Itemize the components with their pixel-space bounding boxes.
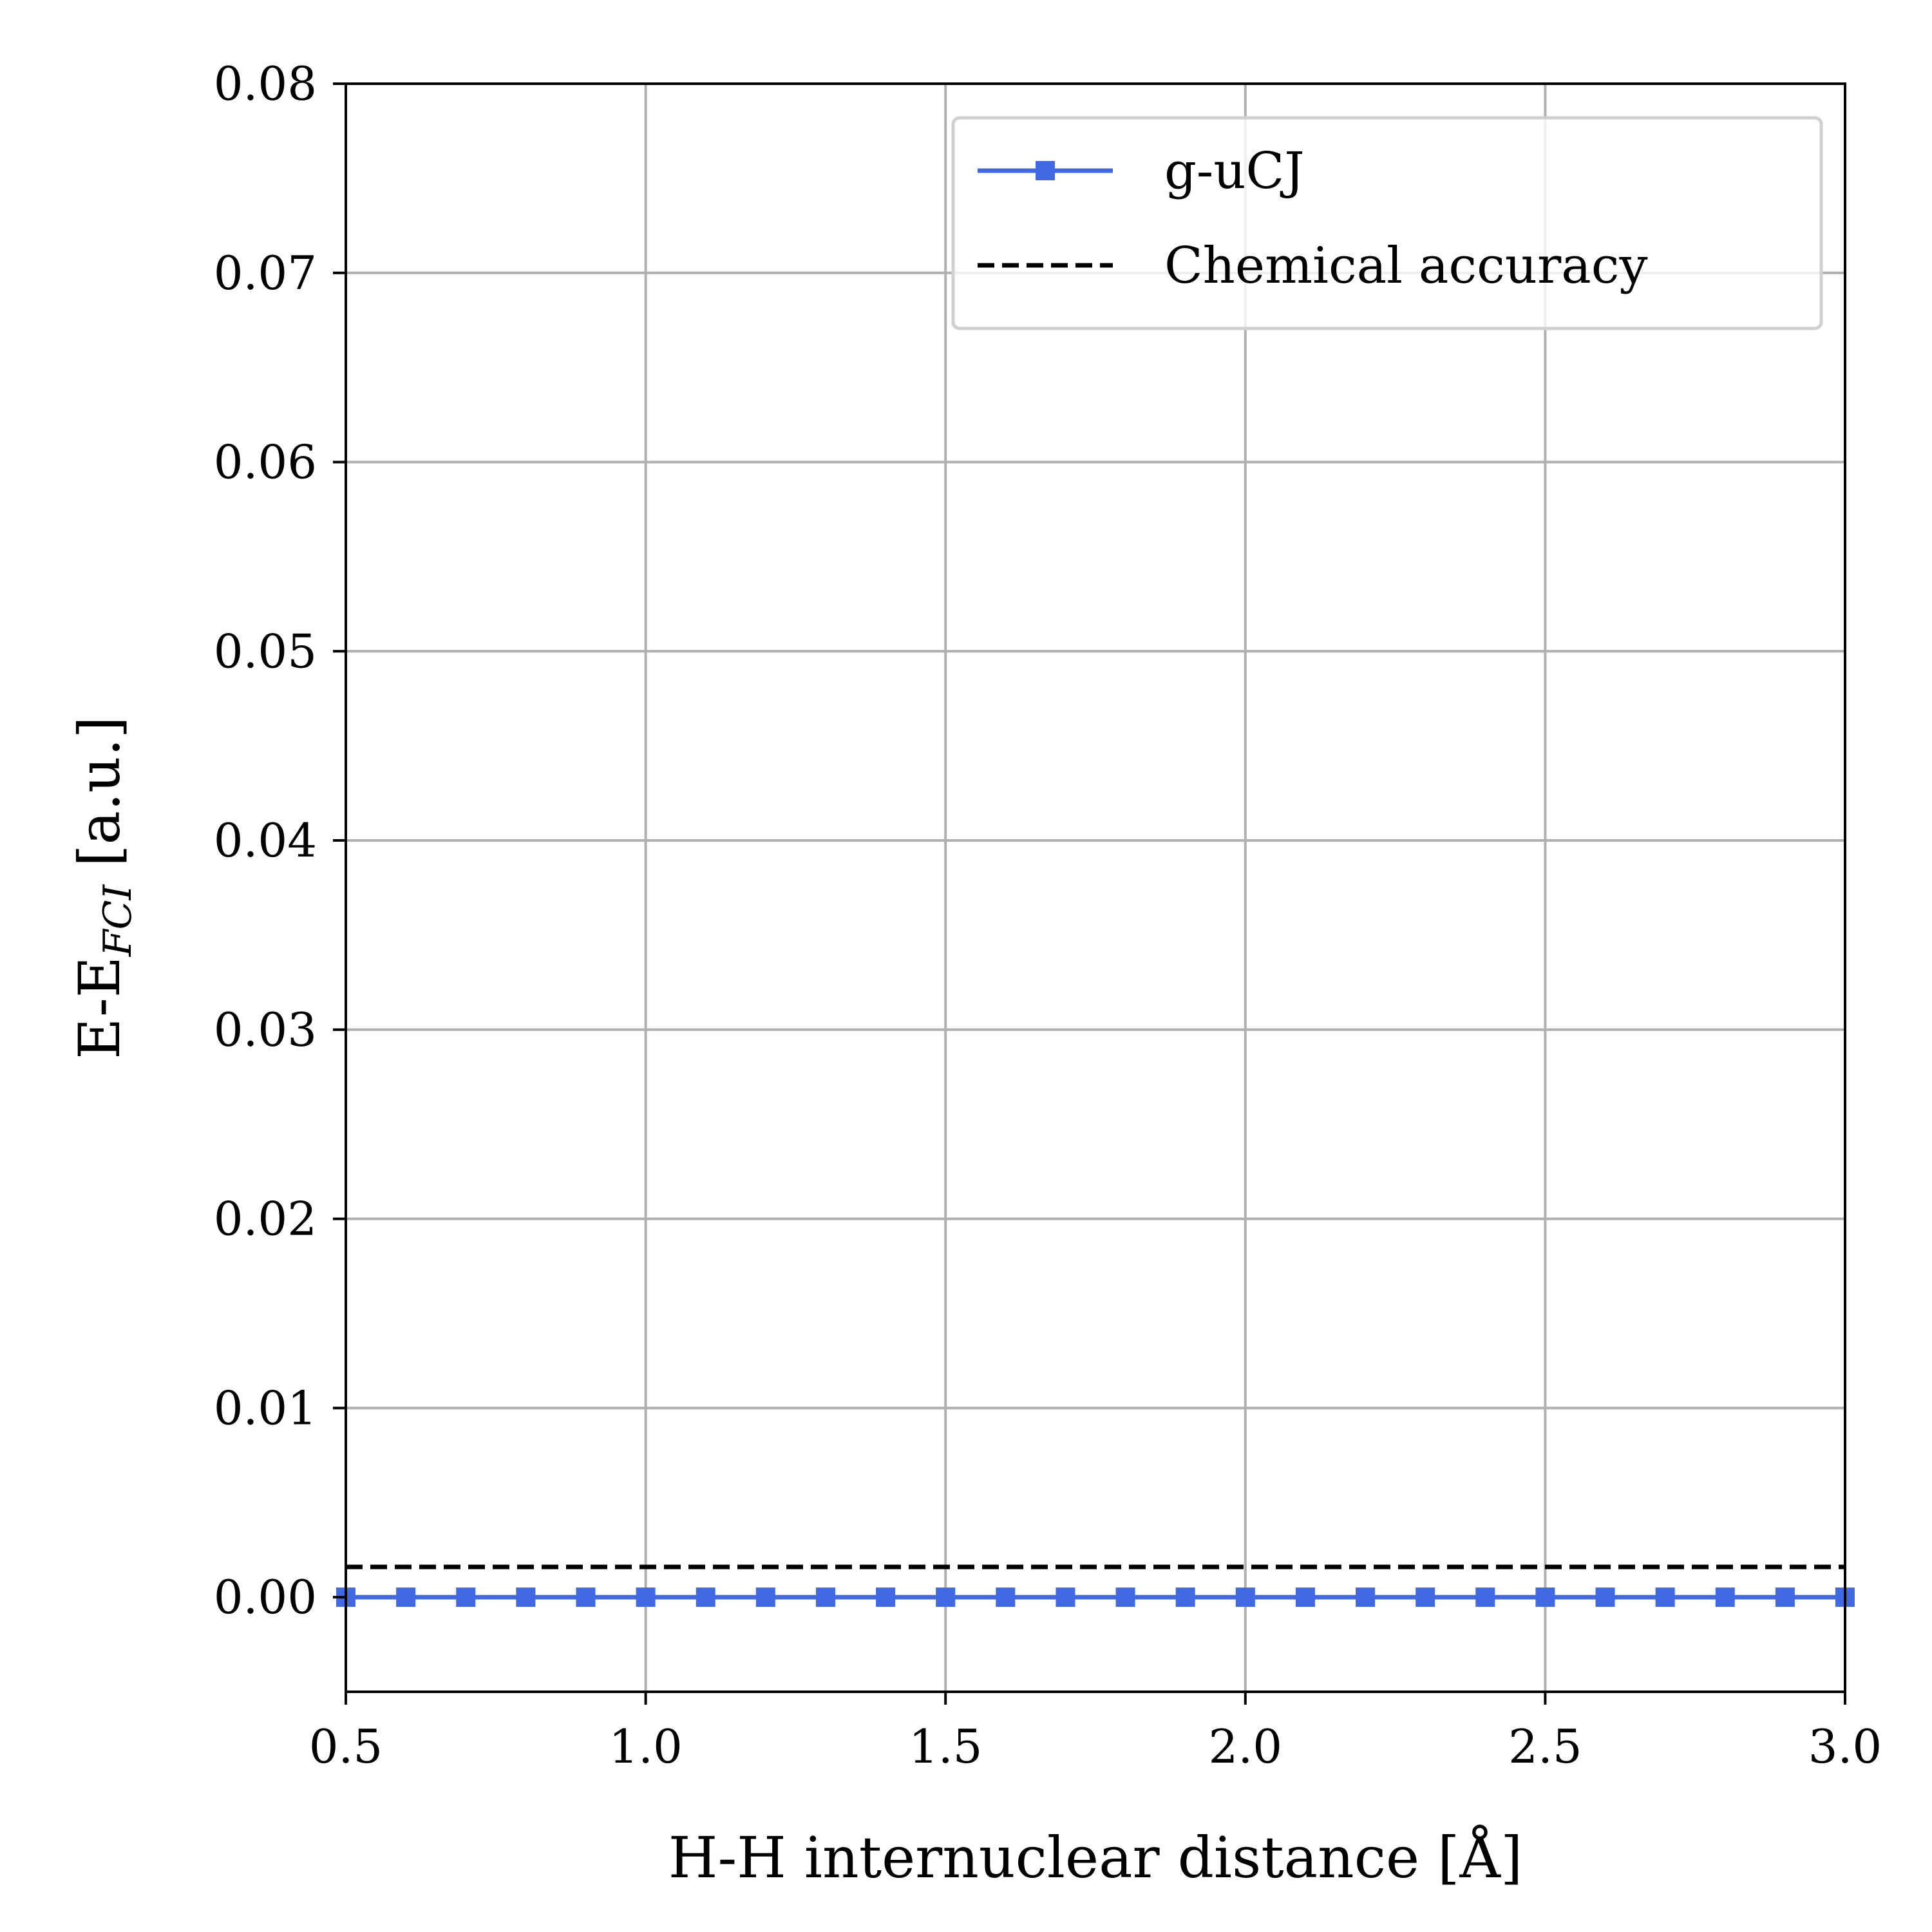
data-point xyxy=(396,1587,416,1607)
data-point xyxy=(576,1587,596,1607)
legend-item-chemical-accuracy: Chemical accuracy xyxy=(978,237,1648,295)
x-tick-label: 2.0 xyxy=(1209,1719,1283,1774)
data-point xyxy=(1115,1587,1135,1607)
y-tick-label: 0.00 xyxy=(214,1570,317,1624)
y-axis-label-subscript: FCI xyxy=(95,884,140,958)
data-point xyxy=(1295,1587,1315,1607)
data-point xyxy=(696,1587,715,1607)
data-point xyxy=(1175,1587,1195,1607)
data-point xyxy=(516,1587,536,1607)
y-axis-ticks: 0.00 0.01 0.02 0.03 0.04 0.05 0.06 0.07 0.08 xyxy=(214,57,346,1624)
x-tick-label: 1.5 xyxy=(909,1719,983,1774)
y-tick-label: 0.04 xyxy=(214,813,317,867)
y-tick-label: 0.02 xyxy=(214,1192,317,1246)
x-axis-ticks: 0.5 1.0 1.5 2.0 2.5 3.0 xyxy=(309,1692,1882,1774)
data-point xyxy=(636,1587,656,1607)
data-point xyxy=(755,1587,775,1607)
y-tick-label: 0.05 xyxy=(214,624,317,678)
data-point xyxy=(456,1587,476,1607)
plot-frame xyxy=(345,82,1846,1693)
x-tick-label: 1.0 xyxy=(609,1719,683,1774)
data-point xyxy=(1416,1587,1435,1607)
x-tick-label: 2.5 xyxy=(1508,1719,1582,1774)
data-point xyxy=(1475,1587,1495,1607)
y-tick-label: 0.08 xyxy=(214,57,317,111)
x-tick-label: 3.0 xyxy=(1808,1719,1882,1774)
data-point xyxy=(876,1587,896,1607)
legend-swatch-marker xyxy=(1036,161,1055,180)
data-point xyxy=(1235,1587,1255,1607)
legend: g-uCJ Chemical accuracy xyxy=(951,116,1823,330)
data-point xyxy=(936,1587,956,1607)
y-axis-label-main: E-E xyxy=(66,956,133,1059)
y-axis-label-unit: [a.u.] xyxy=(66,716,133,885)
data-point xyxy=(1715,1587,1735,1607)
legend-box xyxy=(951,116,1823,330)
y-tick-label: 0.01 xyxy=(214,1381,317,1435)
y-tick-label: 0.06 xyxy=(214,435,317,489)
x-axis-label: H-H internuclear distance [Å] xyxy=(668,1824,1523,1891)
y-tick-label: 0.03 xyxy=(214,1003,317,1057)
data-point xyxy=(996,1587,1016,1607)
data-point xyxy=(1655,1587,1675,1607)
data-point xyxy=(1535,1587,1555,1607)
legend-label: Chemical accuracy xyxy=(1164,237,1648,295)
data-point xyxy=(815,1587,835,1607)
y-axis-label: E-EFCI [a.u.] xyxy=(66,716,140,1059)
data-point xyxy=(1356,1587,1376,1607)
legend-label: g-uCJ xyxy=(1164,142,1304,200)
data-point xyxy=(1595,1587,1615,1607)
data-point xyxy=(1775,1587,1795,1607)
y-tick-label: 0.07 xyxy=(214,246,317,300)
data-point xyxy=(1056,1587,1075,1607)
legend-item-g-ucj: g-uCJ xyxy=(978,142,1304,200)
plot-series xyxy=(336,1564,1855,1607)
x-tick-label: 0.5 xyxy=(309,1719,383,1774)
